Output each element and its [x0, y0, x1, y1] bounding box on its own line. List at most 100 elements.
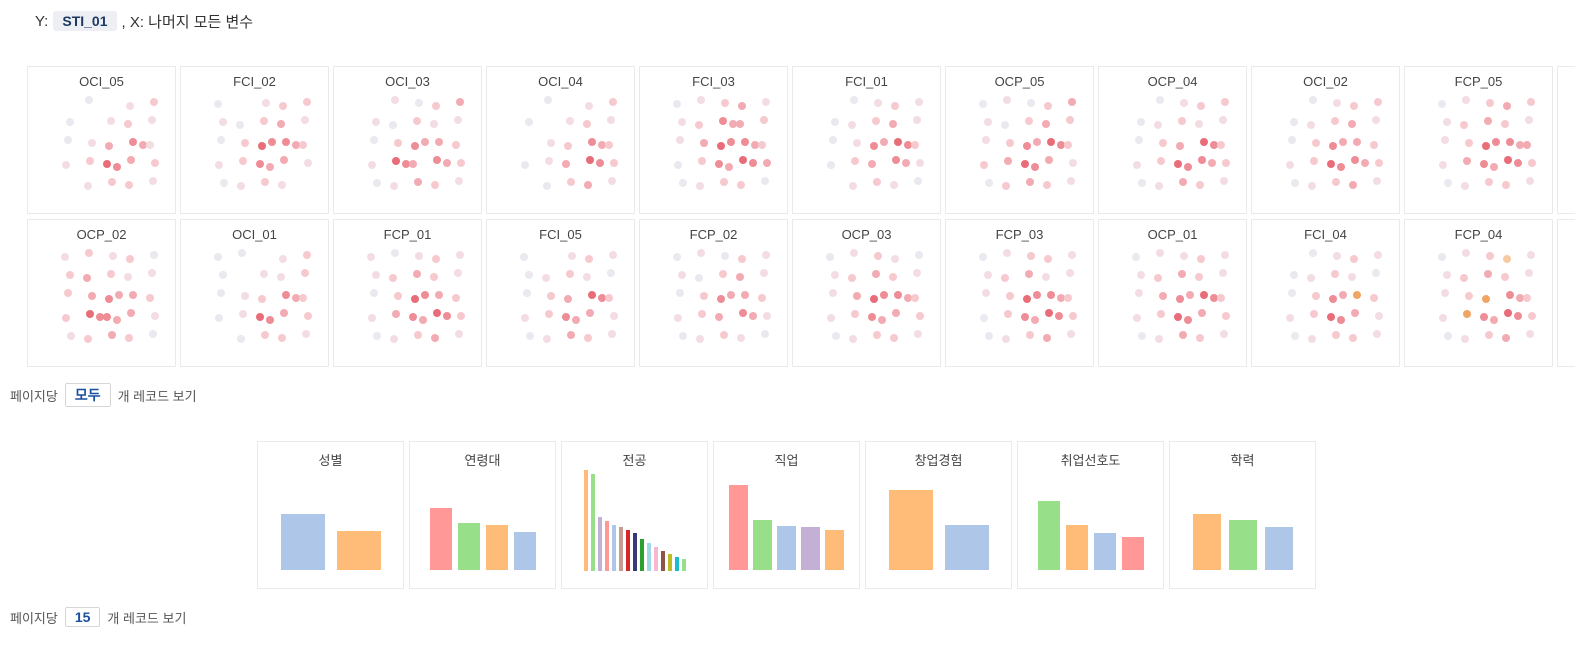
scatter-dot: [878, 316, 886, 324]
scatter-card: OCP_05: [945, 66, 1094, 214]
scatter-dot: [1462, 96, 1470, 104]
scatter-dot: [150, 251, 158, 259]
scatter-dot: [1133, 161, 1141, 169]
scatter-dot: [826, 253, 834, 261]
scatter-dot: [700, 139, 708, 147]
scatter-dot: [219, 118, 227, 126]
bar: [513, 532, 536, 570]
scatter-dot: [215, 314, 223, 322]
scatter-dot: [736, 273, 744, 281]
bar: [888, 490, 933, 570]
scatter-plot-area: [1099, 246, 1246, 366]
scatter-dot: [850, 96, 858, 104]
scatter-dot: [1066, 269, 1074, 277]
bar-card-title: 창업경험: [914, 453, 963, 468]
scatter-dot: [605, 294, 613, 302]
scatter-dot: [850, 249, 858, 257]
scatter-dot: [302, 330, 310, 338]
scatter-dot: [432, 255, 440, 263]
scatter-dot: [85, 96, 93, 104]
scatter-dot: [1527, 251, 1535, 259]
scatter-dot: [415, 252, 423, 260]
scatter-dot: [583, 273, 591, 281]
scatter-dot: [84, 182, 92, 190]
scatter-dot: [433, 309, 441, 317]
scatter-dot: [542, 274, 550, 282]
y-variable-select[interactable]: STI_01: [53, 11, 117, 31]
scatter-dot: [1506, 291, 1514, 299]
page-size-prefix-label: 페이지당: [10, 388, 58, 404]
scatter-dot: [431, 181, 439, 189]
scatter-dot: [266, 316, 274, 324]
scatter-dot: [261, 178, 269, 186]
scatter-dot: [113, 163, 121, 171]
scatter-dot: [1135, 289, 1143, 297]
scatter-dot: [902, 159, 910, 167]
scatter-card-title: OCP_03: [841, 227, 892, 242]
scatter-dot: [1210, 294, 1218, 302]
scatter-dot: [1461, 335, 1469, 343]
scatter-dot: [96, 313, 104, 321]
scatter-dot: [1485, 331, 1493, 339]
scatter-dot: [567, 331, 575, 339]
scatter-dot: [1439, 314, 1447, 322]
scatter-dot: [432, 102, 440, 110]
scatter-dot: [979, 253, 987, 261]
scatter-dot: [889, 120, 897, 128]
scatter-dot: [1027, 252, 1035, 260]
scatter-dot: [1001, 274, 1009, 282]
scatter-dot: [1002, 182, 1010, 190]
scatter-dot: [1132, 253, 1140, 261]
page-size-select-bottom[interactable]: 15: [64, 607, 101, 627]
scatter-dot: [1179, 331, 1187, 339]
bar: [777, 526, 796, 570]
scatter-dot: [741, 291, 749, 299]
scatter-dot: [456, 251, 464, 259]
bar-plot-area: [258, 470, 403, 588]
scatter-dot: [674, 161, 682, 169]
scatter-dot: [237, 335, 245, 343]
scatter-card-title: OCP_01: [1147, 227, 1198, 242]
bar: [590, 474, 595, 571]
scatter-dot: [390, 182, 398, 190]
scatter-dot: [1523, 294, 1531, 302]
scatter-dot: [737, 181, 745, 189]
scatter-dot: [1027, 99, 1035, 107]
scatter-dot: [258, 142, 266, 150]
scatter-dot: [848, 121, 856, 129]
scatter-dot: [725, 163, 733, 171]
scatter-dot: [1372, 269, 1380, 277]
scatter-dot: [904, 141, 912, 149]
scatter-row-1: OCI_05 FCI_02 OCI_03 OCI_04 FCI_03 FCI_01 OCP_…: [27, 66, 1575, 214]
scatter-dot: [1486, 252, 1494, 260]
scatter-dot: [831, 271, 839, 279]
scatter-dot: [1068, 98, 1076, 106]
bar: [660, 551, 665, 571]
page-size-select-top[interactable]: 모두: [64, 383, 111, 407]
scatter-dot: [1516, 294, 1524, 302]
scatter-dot: [1159, 139, 1167, 147]
x-axis-label: , X: 나머지 모든 변수: [121, 13, 254, 31]
scatter-dot: [676, 136, 684, 144]
scatter-dot: [697, 96, 705, 104]
scatter-dot: [391, 96, 399, 104]
scatter-dot: [1138, 179, 1146, 187]
scatter-card: OCI_03: [333, 66, 482, 214]
scatter-dot: [1370, 141, 1378, 149]
scatter-dot: [985, 179, 993, 187]
scatter-dot: [129, 291, 137, 299]
scatter-dot: [1137, 271, 1145, 279]
scatter-card-title: OCI_04: [538, 74, 583, 89]
scatter-card: OCI_05: [27, 66, 176, 214]
scatter-dot: [409, 313, 417, 321]
scatter-dot: [751, 141, 759, 149]
scatter-dot: [760, 269, 768, 277]
bar: [625, 530, 630, 571]
scatter-dot: [1042, 120, 1050, 128]
scatter-dot: [1210, 141, 1218, 149]
page-size-suffix-label: 개 레코드 보기: [107, 610, 187, 626]
scatter-card: OCP_01: [1098, 219, 1247, 367]
scatter-dot: [1196, 181, 1204, 189]
scatter-dot: [373, 332, 381, 340]
scatter-plot-area: [793, 246, 940, 366]
